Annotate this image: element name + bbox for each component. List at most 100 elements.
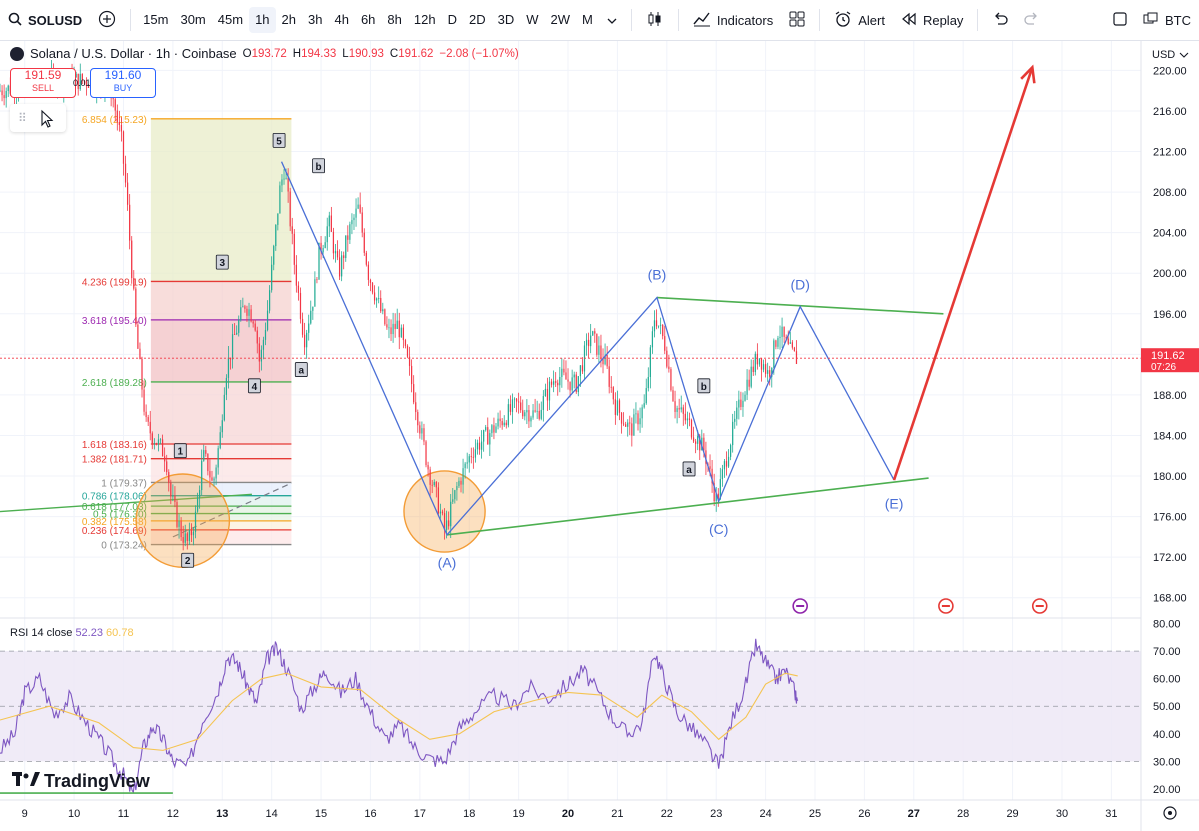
buy-button[interactable]: 191.60 BUY	[90, 68, 156, 98]
candle-body	[540, 409, 542, 419]
interval-2D[interactable]: 2D	[468, 12, 486, 27]
rsi-label[interactable]: RSI 14 close	[10, 627, 73, 639]
fullscreen-button[interactable]	[1105, 7, 1135, 33]
candle-body	[273, 246, 275, 265]
candle-body	[487, 427, 489, 445]
candle-body	[390, 327, 392, 335]
candle-body	[133, 278, 135, 289]
candle-body	[322, 247, 324, 253]
candle-body	[680, 407, 682, 410]
drag-handle-icon[interactable]: ⠿	[18, 111, 27, 125]
compare-button[interactable]	[90, 7, 124, 33]
chart-type-button[interactable]	[638, 7, 672, 33]
lower-trendline	[446, 477, 929, 536]
drawing-tool-box[interactable]: ⠿	[10, 104, 66, 132]
price-axis-tick: 200.00	[1153, 268, 1187, 280]
wave-label: (E)	[885, 495, 904, 511]
secondary-symbol[interactable]: BTC	[1135, 7, 1199, 33]
time-axis-tick: 19	[513, 808, 525, 820]
rsi-value: 52.23	[75, 627, 103, 639]
interval-D[interactable]: D	[447, 12, 457, 27]
candle-body	[308, 323, 310, 333]
interval-2h[interactable]: 2h	[281, 12, 296, 27]
time-axis-tick: 24	[759, 808, 771, 820]
interval-15m[interactable]: 15m	[143, 12, 169, 27]
indicators-button[interactable]: Indicators	[685, 7, 781, 33]
impulse-label-box	[682, 461, 696, 477]
interval-30m[interactable]: 30m	[180, 12, 206, 27]
alert-button[interactable]: Alert	[826, 7, 893, 33]
time-axis-tick: 28	[957, 808, 969, 820]
interval-M[interactable]: M	[582, 12, 593, 27]
interval-6h[interactable]: 6h	[360, 12, 376, 27]
rsi-line	[0, 638, 799, 794]
candle-body	[526, 410, 528, 413]
impulse-label: a	[299, 366, 305, 377]
interval-3h[interactable]: 3h	[308, 12, 323, 27]
replay-label: Replay	[922, 12, 964, 28]
layouts-button[interactable]	[781, 7, 813, 33]
tradingview-logo[interactable]: TradingView	[12, 770, 150, 793]
candle-body	[777, 338, 779, 347]
interval-1h[interactable]: 1h	[249, 7, 276, 33]
legend-title[interactable]: Solana / U.S. Dollar · 1h · Coinbase	[30, 46, 237, 61]
candle-body	[378, 298, 380, 299]
candle-body	[141, 358, 143, 390]
price-axis-tick: 220.00	[1153, 65, 1187, 77]
interval-W[interactable]: W	[526, 12, 539, 27]
candle-body	[723, 461, 726, 470]
currency-chevron-icon[interactable]	[1179, 52, 1189, 58]
candle-body	[771, 367, 773, 377]
cursor-arrow-icon[interactable]	[40, 104, 54, 141]
candle-body	[513, 398, 516, 400]
candle-body	[744, 394, 746, 401]
wave-label: (A)	[438, 554, 457, 570]
time-axis-tick: 23	[710, 808, 722, 820]
candle-body	[215, 467, 217, 479]
price-axis-tick: 168.00	[1153, 593, 1187, 605]
undo-icon	[992, 12, 1009, 29]
redo-button[interactable]	[1016, 7, 1048, 33]
settings-gear-icon[interactable]	[1163, 806, 1177, 820]
wave-label: (C)	[709, 521, 728, 537]
candle-body	[421, 428, 423, 434]
fib-zone	[150, 118, 292, 282]
candle-body	[785, 336, 787, 339]
sell-button[interactable]: 191.59 SELL	[10, 68, 76, 98]
candle-body	[254, 323, 256, 331]
candle-body	[600, 345, 602, 359]
candle-body	[769, 370, 771, 377]
interval-dropdown[interactable]	[599, 7, 625, 33]
top-toolbar: SOLUSD 15m 30m 45m 1h 2h 3h 4h 6h 8h 12h D 2D 3D W 2W M…	[0, 0, 1199, 41]
fib-zone	[150, 529, 292, 545]
interval-12h[interactable]: 12h	[413, 12, 436, 27]
candle-body	[530, 417, 532, 422]
candle-body	[668, 366, 670, 370]
candle-body	[361, 212, 363, 233]
candle-body	[732, 421, 734, 446]
candle-body	[635, 413, 637, 415]
grid-icon	[789, 11, 805, 30]
candle-body	[571, 377, 573, 391]
replay-button[interactable]: Replay	[893, 7, 971, 33]
candle-body	[760, 358, 763, 370]
time-axis-tick: 17	[414, 808, 426, 820]
symbol-search[interactable]: SOLUSD	[0, 12, 90, 29]
undo-button[interactable]	[984, 7, 1016, 33]
candle-body	[201, 460, 203, 491]
interval-3D[interactable]: 3D	[497, 12, 515, 27]
candle-body	[577, 376, 579, 393]
interval-2W[interactable]: 2W	[550, 12, 571, 27]
candle-body	[429, 469, 431, 485]
candle-body	[279, 185, 281, 214]
candle-body	[252, 321, 254, 324]
interval-4h[interactable]: 4h	[334, 12, 349, 27]
toolbar-divider	[819, 9, 821, 31]
candle-body	[176, 502, 178, 527]
interval-45m[interactable]: 45m	[217, 12, 244, 27]
candle-body	[717, 493, 719, 500]
candle-body	[643, 403, 645, 408]
interval-8h[interactable]: 8h	[387, 12, 402, 27]
candle-body	[553, 381, 555, 385]
